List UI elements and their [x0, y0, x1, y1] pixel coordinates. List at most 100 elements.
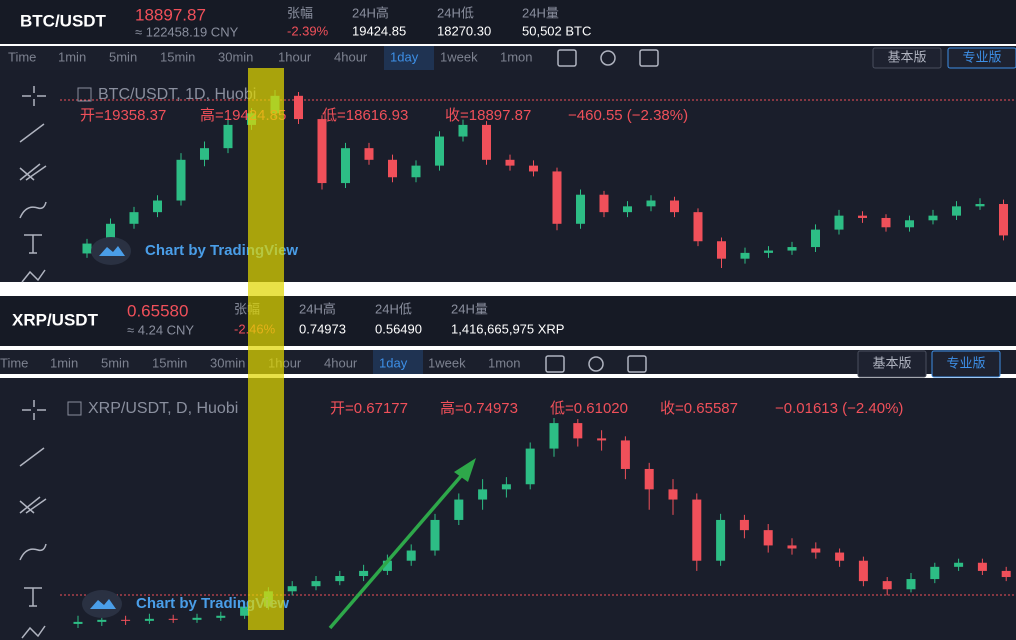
chart-bg [0, 70, 1016, 282]
interval-button[interactable]: Time [0, 355, 28, 370]
last-price: 0.65580 [127, 301, 188, 320]
pro-button[interactable]: 专业版 [962, 49, 1001, 64]
candle-body [364, 148, 374, 160]
trendline-tool[interactable] [19, 447, 45, 467]
candle-body [954, 562, 964, 567]
stat-value: 50,502 BTC [522, 23, 591, 38]
candle-body [905, 220, 914, 228]
candle-body [811, 229, 820, 248]
interval-button[interactable]: 1mon [488, 355, 521, 370]
candle-body [341, 148, 350, 184]
symbol: XRP/USDT [12, 310, 99, 329]
interval-button[interactable]: 1week [428, 355, 466, 370]
candle-body [97, 619, 107, 622]
candle-body [82, 243, 92, 254]
interval-button[interactable]: 1min [50, 355, 78, 370]
watermark-cloud [90, 599, 116, 609]
pattern-tool[interactable] [21, 625, 46, 639]
candle-body [975, 204, 985, 207]
candle-body [740, 252, 750, 259]
interval-button[interactable]: 15min [160, 49, 195, 64]
fib-tool[interactable] [19, 496, 47, 514]
stat-value: -2.39% [287, 23, 329, 38]
ohlc-value: 开=0.67177 [330, 400, 408, 417]
brush-tool[interactable] [19, 201, 47, 219]
pro-button-bg[interactable] [947, 47, 1016, 69]
candle-body [335, 576, 345, 582]
cny-price: ≈ 4.24 CNY [127, 322, 194, 337]
interval-button[interactable]: 1mon [500, 49, 533, 64]
interval-button[interactable]: 15min [152, 355, 187, 370]
basic-button-bg[interactable] [857, 350, 927, 378]
interval-button[interactable]: 1week [440, 49, 478, 64]
candle-body [834, 215, 844, 230]
candle-body [549, 423, 559, 449]
candle-body [411, 165, 421, 178]
candle-body [505, 159, 515, 166]
candle-body [906, 579, 916, 590]
settings-icon[interactable] [588, 356, 604, 372]
brush-tool[interactable] [19, 543, 47, 561]
interval-active-bg [373, 350, 423, 374]
text-tool[interactable] [24, 587, 42, 607]
candle-body [176, 159, 186, 201]
chart-type-icon[interactable] [557, 49, 577, 67]
candle-body [764, 250, 773, 253]
basic-button[interactable]: 基本版 [872, 355, 911, 370]
legend-collapse-icon[interactable] [67, 401, 82, 416]
candle-body [106, 223, 115, 244]
symbol: BTC/USDT [20, 11, 107, 30]
candle-body [458, 124, 468, 137]
settings-icon[interactable] [600, 50, 616, 66]
candle-body [153, 200, 162, 213]
crosshair-tool[interactable] [22, 86, 46, 106]
candle-body [573, 423, 583, 439]
basic-button[interactable]: 基本版 [887, 49, 926, 64]
fib-tool[interactable] [19, 163, 47, 181]
candle-body [478, 489, 488, 500]
interval-button[interactable]: 4hour [324, 355, 358, 370]
candle-body [482, 124, 491, 160]
stat-label: 24H高 [299, 301, 336, 316]
candle-body [454, 499, 464, 520]
candle-body [693, 212, 703, 242]
pro-button-bg[interactable] [931, 350, 1001, 378]
stat-label: 张幅 [287, 5, 313, 20]
interval-button[interactable]: Time [8, 49, 36, 64]
candle-body [811, 548, 821, 553]
interval-button[interactable]: 1hour [278, 49, 312, 64]
interval-button[interactable]: 5min [109, 49, 137, 64]
candle-body [430, 519, 440, 551]
crosshair-tool[interactable] [22, 400, 46, 420]
interval-button[interactable]: 30min [210, 355, 245, 370]
stat-value: 18270.30 [437, 23, 491, 38]
stat-value: 19424.85 [352, 23, 406, 38]
ohlc-value: 开=19358.37 [80, 107, 166, 124]
stat-label: 24H低 [375, 301, 412, 316]
pro-button[interactable]: 专业版 [946, 355, 985, 370]
basic-button-bg[interactable] [872, 47, 942, 69]
interval-button[interactable]: 30min [218, 49, 253, 64]
screenshot-icon[interactable] [627, 355, 647, 373]
interval-button[interactable]: 1day [390, 49, 419, 64]
chart-type-icon[interactable] [545, 355, 565, 373]
candle-body [216, 615, 226, 618]
trendline-tool[interactable] [19, 123, 45, 143]
screenshot-icon[interactable] [639, 49, 659, 67]
candle-body [406, 550, 416, 561]
text-tool[interactable] [24, 234, 42, 254]
pattern-tool[interactable] [21, 269, 46, 283]
interval-button[interactable]: 5min [101, 355, 129, 370]
legend-title: XRP/USDT, D, Huobi [88, 400, 238, 417]
candle-body [646, 200, 656, 207]
ohlc-value: 低=18616.93 [322, 107, 408, 124]
interval-button[interactable]: 1min [58, 49, 86, 64]
candle-body [644, 468, 654, 490]
toolbar-bg [0, 46, 1016, 70]
candle-body [552, 171, 562, 224]
legend-collapse-icon[interactable] [77, 87, 92, 102]
interval-button[interactable]: 4hour [334, 49, 368, 64]
candle-body [240, 606, 250, 616]
interval-button[interactable]: 1day [379, 355, 408, 370]
